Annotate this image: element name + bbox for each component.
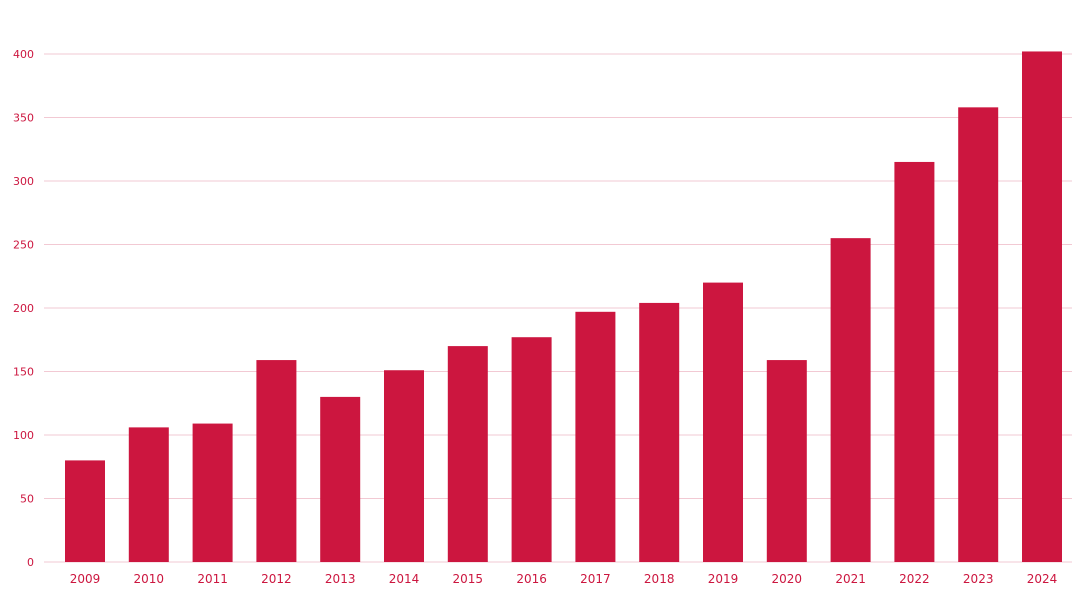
x-tick-label-2022: 2022	[899, 572, 930, 586]
y-tick-label: 150	[13, 366, 34, 379]
y-tick-label: 100	[13, 429, 34, 442]
x-tick-label-2010: 2010	[134, 572, 165, 586]
x-tick-label-2009: 2009	[70, 572, 101, 586]
x-tick-label-2018: 2018	[644, 572, 675, 586]
bar-2020	[766, 360, 807, 562]
y-tick-label: 400	[13, 48, 34, 61]
bar-2021	[830, 238, 871, 562]
x-tick-label-2024: 2024	[1027, 572, 1058, 586]
x-tick-label-2013: 2013	[325, 572, 356, 586]
x-tick-label-2014: 2014	[389, 572, 420, 586]
bar-2018	[639, 302, 680, 562]
y-tick-label: 50	[20, 493, 34, 506]
bar-2023	[958, 107, 999, 562]
x-tick-label-2017: 2017	[580, 572, 611, 586]
x-tick-label-2020: 2020	[772, 572, 803, 586]
bar-2024	[1022, 51, 1062, 563]
bars	[65, 51, 1062, 563]
y-tick-label: 0	[27, 556, 34, 569]
x-tick-label-2023: 2023	[963, 572, 994, 586]
x-tick-label-2021: 2021	[835, 572, 866, 586]
bar-2009	[65, 460, 105, 562]
x-axis-ticks: 2009 2010 2011 2012 2013 2014 2015 2016 2017 2018…	[70, 572, 1058, 586]
x-tick-label-2016: 2016	[516, 572, 547, 586]
x-tick-label-2012: 2012	[261, 572, 292, 586]
y-tick-label: 350	[13, 112, 34, 125]
x-tick-label-2011: 2011	[197, 572, 228, 586]
bar-2010	[128, 427, 169, 562]
bar-2016	[511, 337, 552, 562]
x-tick-label-2019: 2019	[708, 572, 739, 586]
bar-2012	[256, 360, 297, 562]
bar-2014	[384, 370, 424, 562]
x-tick-label-2015: 2015	[453, 572, 484, 586]
bar-2022	[894, 161, 935, 562]
bar-2019	[703, 282, 743, 562]
y-tick-label: 250	[13, 239, 34, 252]
bar-2017	[575, 311, 616, 562]
bar-2013	[320, 396, 361, 562]
y-tick-label: 200	[13, 302, 34, 315]
y-tick-label: 300	[13, 175, 34, 188]
bar-2015	[447, 346, 488, 562]
bar-2011	[192, 423, 233, 562]
y-axis-ticks: 0 50 100 150 200 250 300 350 400	[13, 48, 34, 569]
